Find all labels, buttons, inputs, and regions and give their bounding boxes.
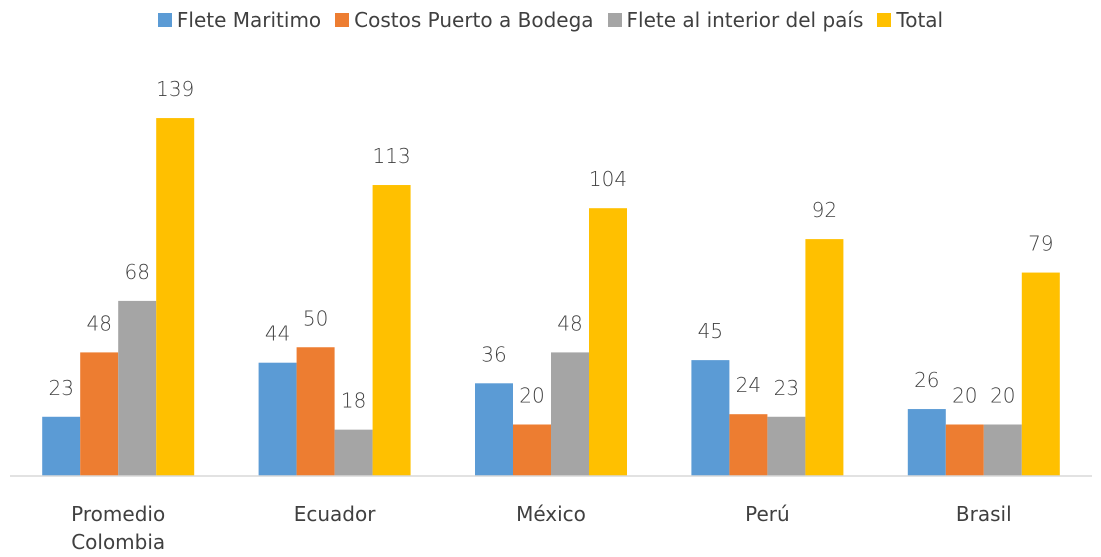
legend-label: Flete Maritimo [176,8,322,32]
bar [983,424,1022,476]
bar [258,362,297,476]
legend-item: Flete Maritimo [157,8,322,32]
data-label: 20 [952,384,977,408]
legend-label: Costos Puerto a Bodega [354,8,594,32]
bar [513,424,551,476]
data-label: 79 [1028,232,1053,256]
legend-item: Total [877,8,943,32]
data-label: 104 [589,167,627,191]
data-label: 18 [341,389,366,413]
data-label: 45 [698,319,723,343]
data-label: 92 [812,198,837,222]
bar [42,416,81,476]
x-tick-label: Promedio Colombia [71,502,166,554]
legend-swatch [607,13,622,27]
bar [372,185,411,476]
data-label: 20 [519,384,544,408]
data-label: 48 [557,311,582,335]
bar [589,208,627,476]
bar [156,118,195,476]
data-label: 113 [373,144,411,168]
x-tick-label: Brasil [955,502,1012,526]
data-label: 23 [774,376,799,400]
bar [296,347,335,476]
data-label: 24 [736,373,761,397]
bar [907,409,946,476]
legend-label: Total [896,8,944,32]
x-tick-label: México [516,502,586,526]
bar [691,360,730,476]
legend-swatch [335,13,350,27]
bar [118,300,157,476]
data-label: 36 [481,342,506,366]
bar [805,239,844,476]
legend-swatch [877,13,892,27]
data-label: 23 [48,376,73,400]
legend: Flete Maritimo Costos Puerto a Bodega Flet… [0,8,1101,32]
x-tick-label: Perú [745,502,790,526]
x-tick-label: Ecuador [293,502,376,526]
legend-item: Flete al interior del país [607,8,864,32]
data-label: 139 [156,77,194,101]
bar [767,416,806,476]
data-label: 26 [914,368,939,392]
bar [729,414,768,476]
bar [475,383,513,476]
data-label: 44 [265,322,290,346]
bar [551,352,589,476]
bar [80,352,119,476]
bar [1021,272,1060,476]
data-label: 50 [303,306,328,330]
bar [334,429,373,476]
data-label: 48 [86,311,111,335]
data-label: 20 [990,384,1015,408]
legend-label: Flete al interior del país [626,8,864,32]
data-label: 68 [124,260,149,284]
bar [945,424,984,476]
legend-swatch [157,13,172,27]
legend-item: Costos Puerto a Bodega [335,8,594,32]
